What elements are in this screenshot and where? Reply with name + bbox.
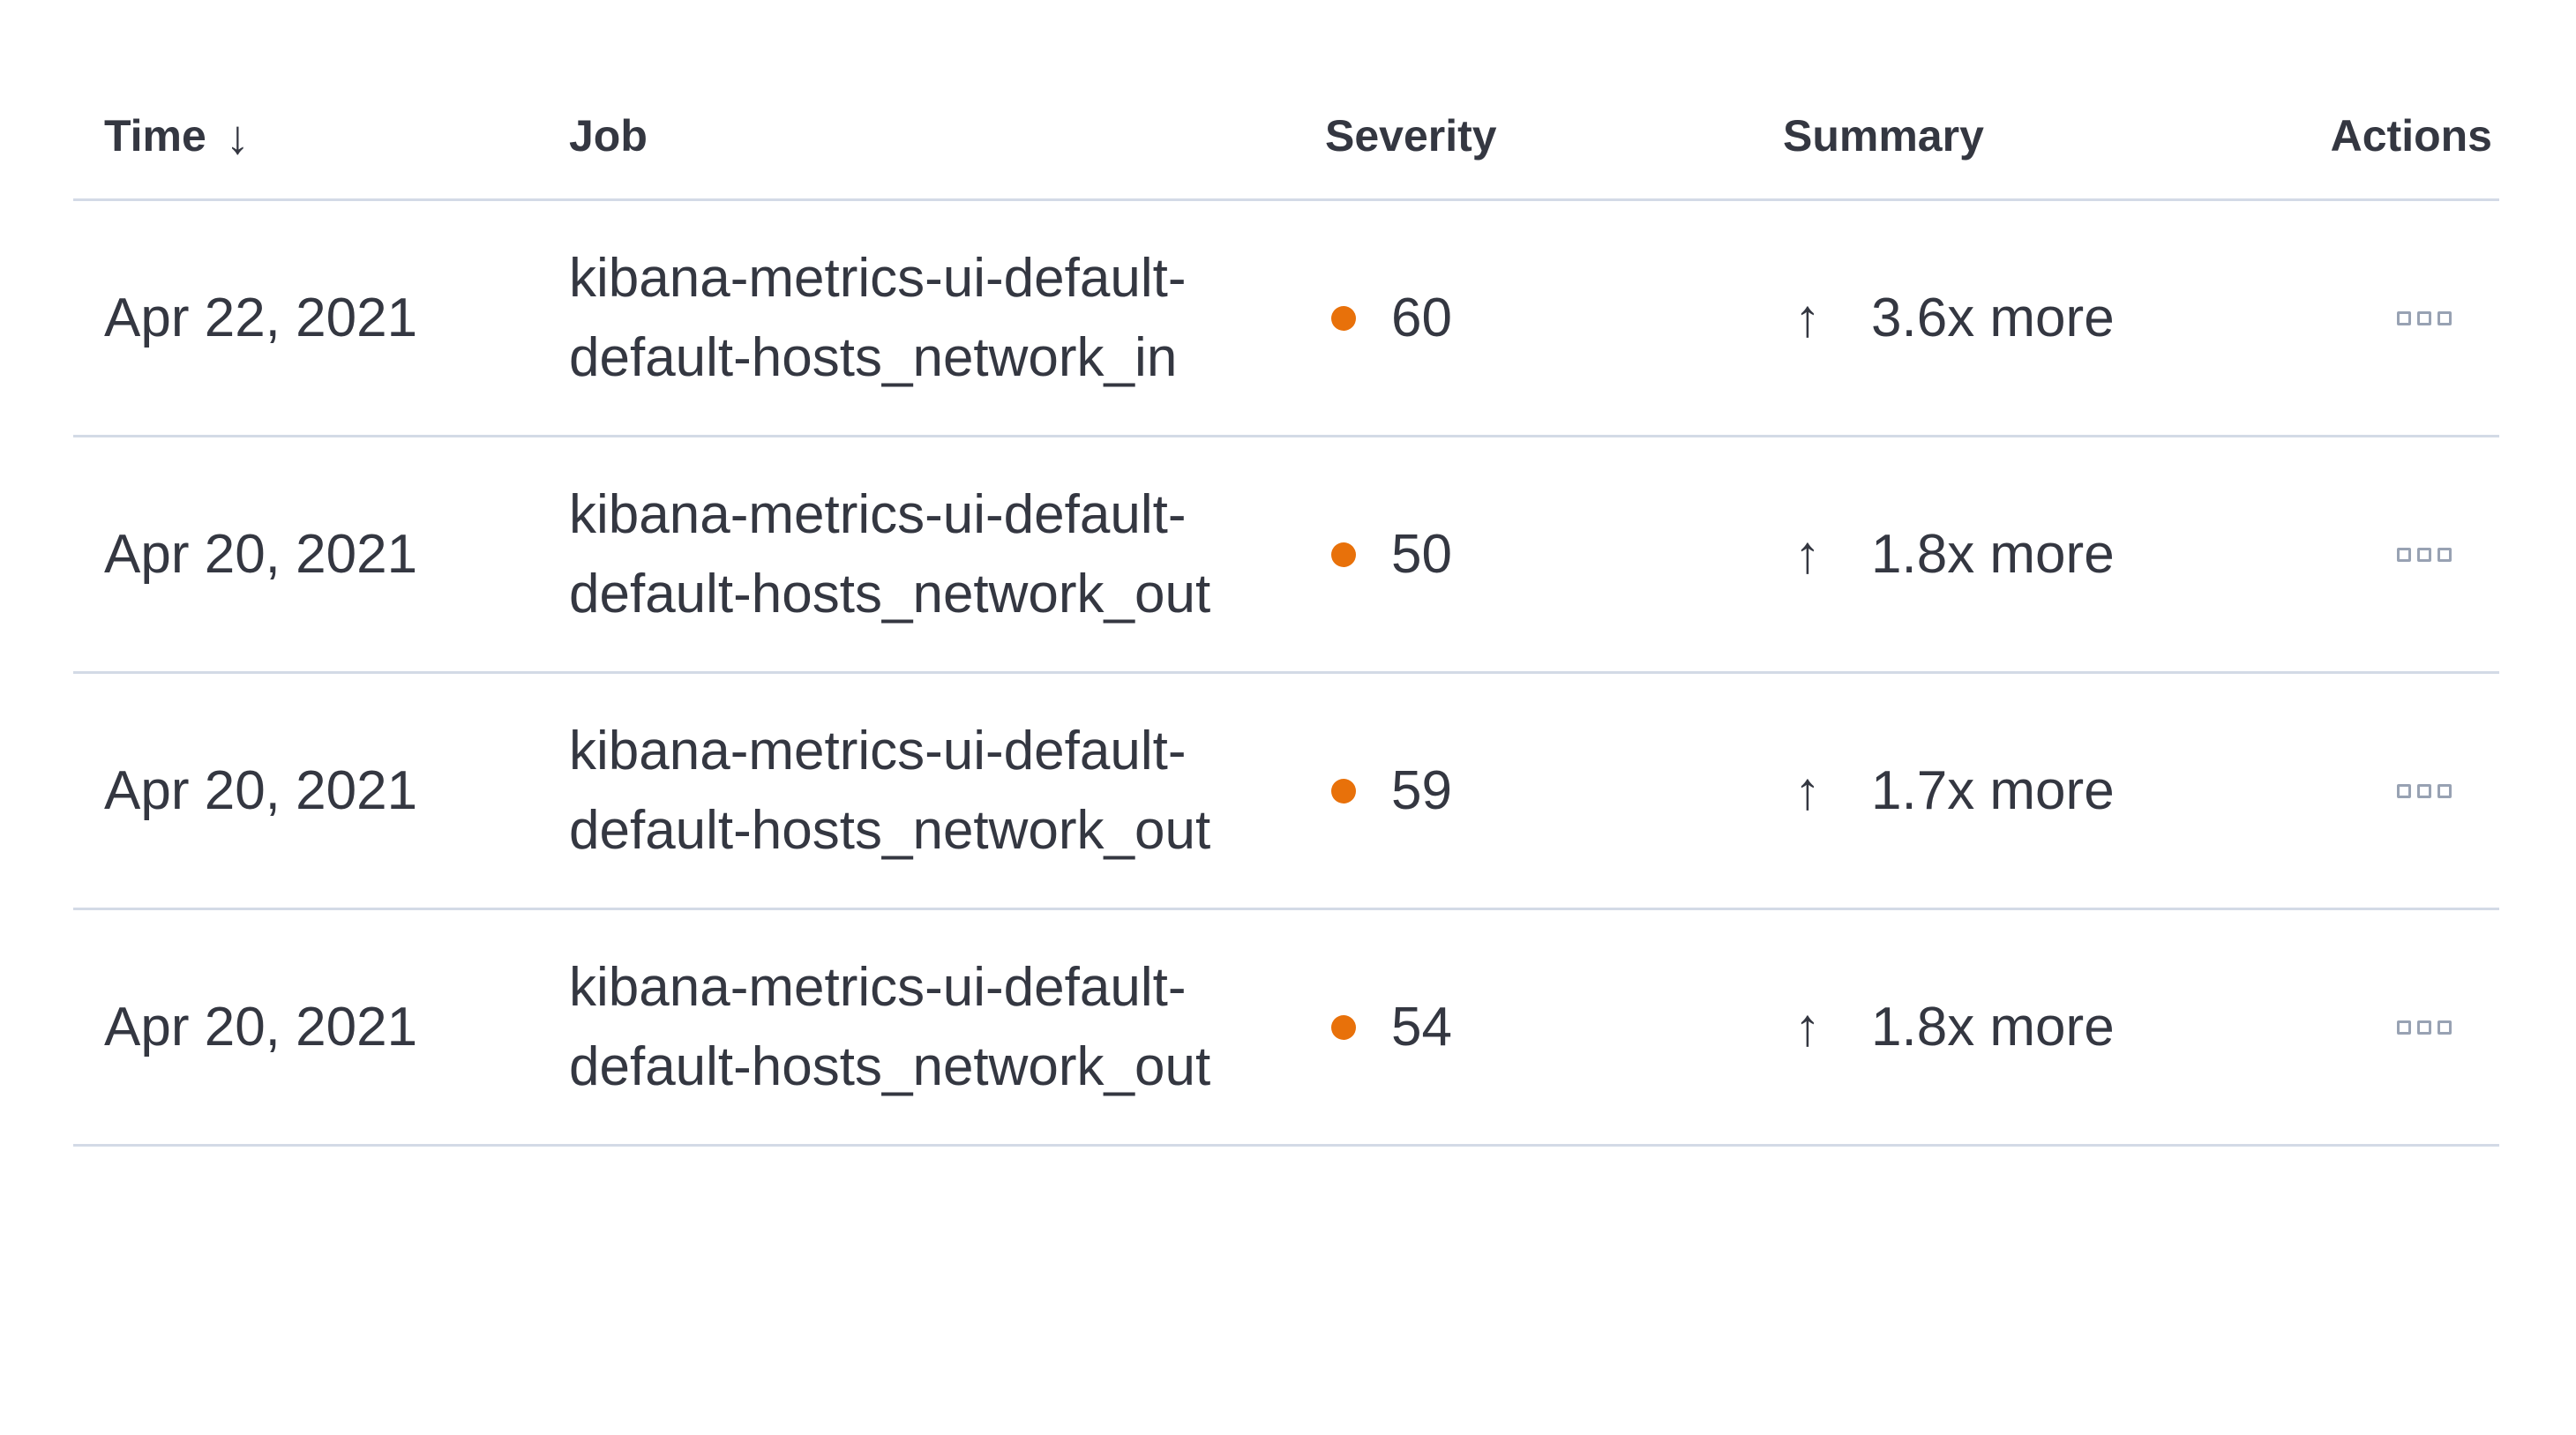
column-header-summary: Summary (1783, 110, 1984, 161)
table-row: Apr 20, 2021 kibana-metrics-ui-default-d… (73, 437, 2499, 674)
job-name: kibana-metrics-ui-default-default-hosts_… (569, 483, 1211, 624)
column-header-actions: Actions (2330, 110, 2492, 161)
summary-text: 3.6x more (1871, 288, 2115, 348)
severity-dot-icon (1331, 778, 1356, 803)
column-header-job: Job (569, 110, 648, 161)
actions-cell (2332, 542, 2499, 567)
job-name: kibana-metrics-ui-default-default-hosts_… (569, 247, 1187, 388)
summary-text: 1.7x more (1871, 760, 2115, 821)
severity-value: 50 (1391, 524, 1452, 585)
arrow-up-icon: ↑ (1794, 525, 1821, 584)
boxes-horizontal-icon (2397, 310, 2411, 325)
actions-cell (2332, 779, 2499, 803)
summary-cell: ↑ 1.7x more (1783, 759, 2332, 822)
boxes-horizontal-icon (2397, 1020, 2411, 1035)
severity-dot-icon (1331, 305, 1356, 331)
time-cell: Apr 22, 2021 (104, 288, 418, 348)
arrow-up-icon: ↑ (1794, 998, 1821, 1057)
boxes-horizontal-icon (2397, 547, 2411, 562)
summary-text: 1.8x more (1871, 524, 2115, 585)
arrow-up-icon: ↑ (1794, 288, 1821, 348)
job-cell: kibana-metrics-ui-default-default-hosts_… (569, 712, 1325, 871)
column-header-time-label: Time (104, 110, 206, 161)
row-actions-button[interactable] (2392, 779, 2457, 803)
summary-cell: ↑ 3.6x more (1783, 287, 2332, 349)
job-cell: kibana-metrics-ui-default-default-hosts_… (569, 948, 1325, 1107)
job-name: kibana-metrics-ui-default-default-hosts_… (569, 956, 1211, 1097)
table-row: Apr 20, 2021 kibana-metrics-ui-default-d… (73, 674, 2499, 910)
job-cell: kibana-metrics-ui-default-default-hosts_… (569, 239, 1325, 398)
time-cell: Apr 20, 2021 (104, 997, 418, 1058)
time-cell: Apr 20, 2021 (104, 760, 418, 821)
severity-cell: 54 (1325, 996, 1783, 1058)
sort-descending-icon: ↓ (225, 110, 250, 164)
row-actions-button[interactable] (2392, 1015, 2457, 1040)
job-name: kibana-metrics-ui-default-default-hosts_… (569, 720, 1211, 861)
row-actions-button[interactable] (2392, 306, 2457, 331)
column-header-severity: Severity (1325, 110, 1497, 161)
actions-cell (2332, 1015, 2499, 1040)
summary-cell: ↑ 1.8x more (1783, 996, 2332, 1058)
boxes-horizontal-icon (2397, 783, 2411, 798)
time-cell: Apr 20, 2021 (104, 524, 418, 585)
severity-dot-icon (1331, 1014, 1356, 1040)
table-header-row: Time ↓ Job Severity Summary Actions (73, 72, 2499, 201)
severity-cell: 59 (1325, 759, 1783, 822)
table-row: Apr 20, 2021 kibana-metrics-ui-default-d… (73, 910, 2499, 1147)
summary-text: 1.8x more (1871, 997, 2115, 1058)
column-header-time[interactable]: Time ↓ (73, 108, 569, 164)
job-cell: kibana-metrics-ui-default-default-hosts_… (569, 475, 1325, 634)
severity-value: 59 (1391, 760, 1452, 821)
severity-cell: 50 (1325, 523, 1783, 586)
table-row: Apr 22, 2021 kibana-metrics-ui-default-d… (73, 201, 2499, 437)
severity-value: 54 (1391, 997, 1452, 1058)
anomalies-table: Time ↓ Job Severity Summary Actions Apr … (73, 72, 2499, 1147)
severity-dot-icon (1331, 542, 1356, 567)
summary-cell: ↑ 1.8x more (1783, 523, 2332, 586)
severity-value: 60 (1391, 288, 1452, 348)
row-actions-button[interactable] (2392, 542, 2457, 567)
actions-cell (2332, 306, 2499, 331)
severity-cell: 60 (1325, 287, 1783, 349)
arrow-up-icon: ↑ (1794, 761, 1821, 820)
